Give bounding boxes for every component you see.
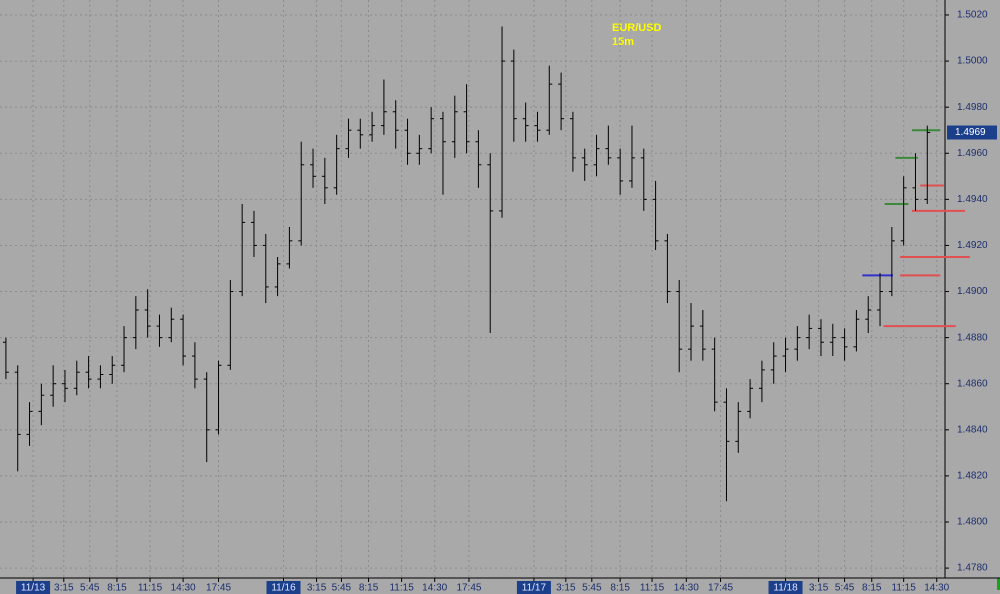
x-tick-label: 11/18 [773, 583, 798, 594]
x-tick-label: 11:15 [138, 583, 163, 594]
date-highlight [266, 581, 301, 594]
x-tick-label: 14:30 [171, 583, 196, 594]
x-tick-label: 11:15 [640, 583, 665, 594]
x-tick-label: 3:15 [307, 583, 327, 594]
x-tick-label: 11/17 [522, 583, 547, 594]
y-tick-label: 1.4940 [957, 194, 988, 205]
chart-subtitle: 15m [612, 36, 634, 48]
y-tick-label: 1.4980 [957, 102, 988, 113]
x-tick-label: 11/16 [271, 583, 296, 594]
x-tick-label: 5:45 [80, 583, 100, 594]
y-tick-label: 1.4800 [957, 517, 988, 528]
x-tick-label: 5:45 [835, 583, 855, 594]
x-tick-label: 17:45 [206, 583, 231, 594]
last-price-box [947, 125, 997, 140]
y-tick-label: 1.4840 [957, 424, 988, 435]
y-tick-label: 1.5000 [957, 56, 988, 67]
x-tick-label: 8:15 [610, 583, 630, 594]
y-tick-label: 1.4780 [957, 563, 988, 574]
y-tick-label: 1.4820 [957, 471, 988, 482]
x-tick-label: 3:15 [54, 583, 74, 594]
x-tick-label: 14:30 [924, 583, 949, 594]
y-tick-label: 1.4960 [957, 148, 988, 159]
x-tick-label: 8:15 [862, 583, 882, 594]
x-tick-label: 11:15 [389, 583, 414, 594]
x-tick-label: 8:15 [359, 583, 379, 594]
last-price-label: 1.4969 [955, 127, 986, 138]
x-tick-label: 11/13 [21, 583, 46, 594]
y-tick-label: 1.4900 [957, 286, 988, 297]
chart-title: EUR/USD [612, 22, 662, 34]
x-tick-label: 8:15 [107, 583, 127, 594]
y-tick-label: 1.4880 [957, 332, 988, 343]
y-tick-label: 1.5020 [957, 10, 988, 21]
x-tick-label: 11:15 [892, 583, 917, 594]
y-tick-label: 1.4920 [957, 240, 988, 251]
x-tick-label: 3:15 [556, 583, 576, 594]
x-tick-label: 5:45 [582, 583, 602, 594]
x-tick-label: 17:45 [456, 583, 481, 594]
y-tick-label: 1.4860 [957, 378, 988, 389]
date-highlight [768, 581, 803, 594]
x-tick-label: 17:45 [708, 583, 733, 594]
x-tick-label: 5:45 [332, 583, 352, 594]
date-highlight [516, 581, 551, 594]
x-tick-label: 3:15 [809, 583, 829, 594]
status-marker [997, 578, 1000, 590]
x-tick-label: 14:30 [422, 583, 447, 594]
date-highlight [16, 581, 51, 594]
x-tick-label: 14:30 [674, 583, 699, 594]
